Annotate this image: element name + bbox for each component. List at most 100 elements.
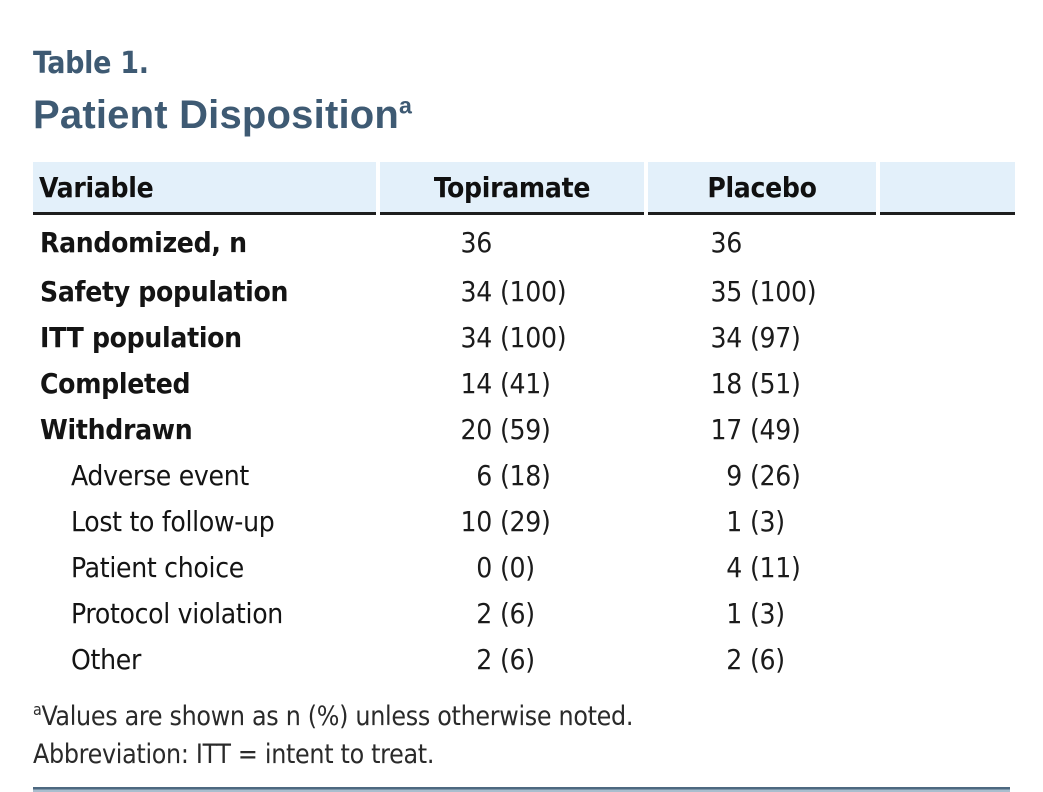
row-label: Safety population: [40, 274, 289, 308]
value-number: 0: [476, 550, 492, 584]
value-number: 34: [460, 320, 493, 354]
table-body: Randomized, n 36 36 Safety population 34 (100…: [33, 214, 1015, 683]
value-pair: 36: [694, 226, 830, 259]
row-label: Randomized, n: [40, 225, 247, 259]
value-percent: (26): [750, 458, 801, 492]
row-label: Completed: [40, 366, 191, 400]
placebo-value-cell: 1 (3): [646, 590, 878, 636]
value-percent: (49): [750, 412, 801, 446]
value-pair: 0 (0): [444, 551, 580, 584]
topiramate-value-cell: 34 (100): [378, 268, 646, 314]
table-header-row: Variable Topiramate Placebo: [33, 162, 1015, 215]
value-pair: 34 (97): [694, 321, 830, 354]
value-percent: (6): [750, 642, 785, 676]
value-percent: (11): [750, 550, 801, 584]
spacer-cell: [878, 498, 1015, 544]
value-pair: 1 (3): [694, 597, 830, 630]
value-number: 34: [460, 274, 493, 308]
value-pair: 6 (18): [444, 459, 580, 492]
value-number: 10: [460, 504, 493, 538]
footnote-values-superscript: a: [33, 700, 42, 720]
spacer-cell: [878, 214, 1015, 269]
value-pair: 1 (3): [694, 505, 830, 538]
placebo-value-cell: 1 (3): [646, 498, 878, 544]
value-number: 2: [476, 642, 492, 676]
table-row: Safety population 34 (100) 35 (100): [33, 268, 1015, 314]
value-number: 9: [726, 458, 742, 492]
placebo-value-cell: 36: [646, 214, 878, 269]
row-label: Patient choice: [71, 550, 244, 584]
value-number: 6: [476, 458, 492, 492]
footnotes: aValues are shown as n (%) unless otherw…: [33, 698, 1015, 773]
table-row: Patient choice 0 (0) 4 (11): [33, 544, 1015, 590]
value-number: 36: [460, 225, 493, 259]
table-row: Lost to follow-up 10 (29) 1 (3): [33, 498, 1015, 544]
topiramate-value-cell: 34 (100): [378, 314, 646, 360]
value-number: 35: [710, 274, 743, 308]
column-header-variable: Variable: [33, 162, 380, 215]
table-row: Withdrawn 20 (59) 17 (49): [33, 406, 1015, 452]
value-percent: (0): [500, 550, 535, 584]
value-percent: (41): [500, 366, 551, 400]
topiramate-value-cell: 2 (6): [378, 590, 646, 636]
row-label: Lost to follow-up: [71, 504, 275, 538]
topiramate-value-cell: 36: [378, 214, 646, 269]
footnote-abbreviation-text: Abbreviation: ITT = intent to treat.: [33, 738, 435, 770]
column-header-placebo: Placebo: [646, 162, 880, 215]
value-percent: (18): [500, 458, 551, 492]
value-number: 36: [710, 225, 743, 259]
column-header-spacer: [878, 162, 1015, 215]
topiramate-value-cell: 14 (41): [378, 360, 646, 406]
patient-disposition-table: Variable Topiramate Placebo Randomized, …: [33, 162, 1015, 682]
value-pair: 14 (41): [444, 367, 580, 400]
value-number: 14: [460, 366, 493, 400]
value-percent: (6): [500, 596, 535, 630]
value-pair: 2 (6): [444, 643, 580, 676]
value-pair: 4 (11): [694, 551, 830, 584]
page-title-text: Patient Disposition: [33, 93, 400, 137]
placebo-value-cell: 35 (100): [646, 268, 878, 314]
value-pair: 34 (100): [444, 321, 580, 354]
value-pair: 34 (100): [444, 275, 580, 308]
footnote-values: aValues are shown as n (%) unless otherw…: [33, 698, 1015, 736]
row-label: Adverse event: [71, 458, 249, 492]
placebo-value-cell: 18 (51): [646, 360, 878, 406]
table-row: Other 2 (6) 2 (6): [33, 636, 1015, 682]
table-row: Protocol violation 2 (6) 1 (3): [33, 590, 1015, 636]
spacer-cell: [878, 314, 1015, 360]
value-percent: (29): [500, 504, 551, 538]
value-number: 20: [460, 412, 493, 446]
spacer-cell: [878, 268, 1015, 314]
placebo-value-cell: 2 (6): [646, 636, 878, 682]
value-number: 18: [710, 366, 743, 400]
table-row: Randomized, n 36 36: [33, 214, 1015, 269]
spacer-cell: [878, 406, 1015, 452]
topiramate-value-cell: 6 (18): [378, 452, 646, 498]
value-pair: 20 (59): [444, 413, 580, 446]
value-pair: 10 (29): [444, 505, 580, 538]
topiramate-value-cell: 10 (29): [378, 498, 646, 544]
table-eyebrow: Table 1.: [33, 46, 149, 81]
value-pair: 9 (26): [694, 459, 830, 492]
spacer-cell: [878, 360, 1015, 406]
value-number: 17: [710, 412, 743, 446]
placebo-value-cell: 34 (97): [646, 314, 878, 360]
value-number: 2: [726, 642, 742, 676]
value-pair: 2 (6): [694, 643, 830, 676]
table-row: Completed 14 (41) 18 (51): [33, 360, 1015, 406]
value-pair: 17 (49): [694, 413, 830, 446]
table-row: ITT population 34 (100) 34 (97): [33, 314, 1015, 360]
value-percent: (97): [750, 320, 801, 354]
value-percent: (100): [500, 274, 567, 308]
value-percent: (6): [500, 642, 535, 676]
value-percent: [492, 226, 580, 259]
topiramate-value-cell: 20 (59): [378, 406, 646, 452]
footnote-values-text: Values are shown as n (%) unless otherwi…: [41, 701, 634, 732]
value-number: 34: [710, 320, 743, 354]
page-title: Patient Dispositiona: [33, 90, 1015, 140]
value-number: 2: [476, 596, 492, 630]
placebo-value-cell: 4 (11): [646, 544, 878, 590]
value-percent: (3): [750, 504, 785, 538]
value-pair: 2 (6): [444, 597, 580, 630]
